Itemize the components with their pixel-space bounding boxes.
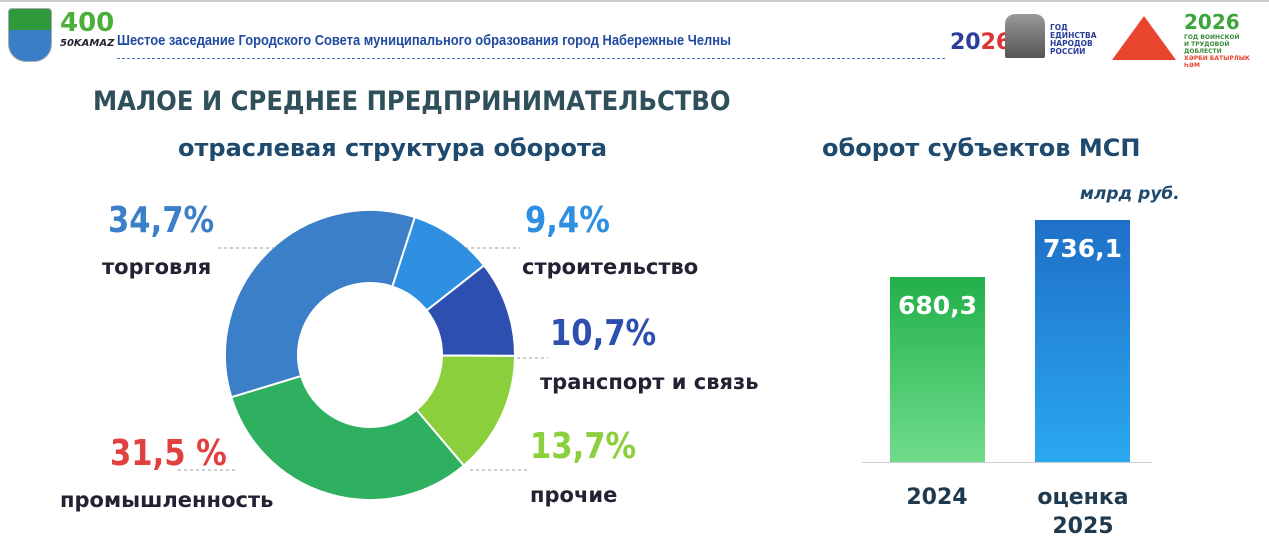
slice-percent-other: 13,7% [530,426,637,467]
donut-chart-title: отраслевая структура оборота [178,134,608,162]
slice-label-trade: торговля [102,255,212,279]
donut-slice-торговля [224,209,417,399]
donut-slice-промышленность [230,374,466,501]
slice-label-other: прочие [530,483,618,507]
slice-percent-transport: 10,7% [550,313,657,354]
bar-value-2024: 680,3 [897,291,978,321]
slice-label-industry: промышленность [60,488,274,512]
donut-chart [224,209,517,501]
bar-2024: 680,3 [890,277,985,462]
year-of-valor-logo: 2026 ГОД ВОИНСКОЙ И ТРУДОВОЙ ДОБЛЕСТИ ХӘРБ… [1112,10,1262,69]
city-coat-of-arms-logo [8,8,52,62]
slice-percent-industry: 31,5 % [110,433,227,474]
bar-axis-baseline [862,462,1152,463]
bar-chart-title: оборот субъектов МСП [822,134,1141,162]
bar-category-2025: оценка 2025 [1037,485,1129,539]
bar-value-2025: 736,1 [1042,234,1123,263]
bar-2025-estimate: 736,1 [1035,220,1130,462]
slice-label-construction: строительство [522,255,699,279]
header-divider [117,58,945,59]
header-title: Шестое заседание Городского Совета муниц… [117,32,732,49]
top-border [0,0,1269,2]
slice-label-transport: транспорт и связь [540,370,759,394]
bar-chart-unit: млрд руб. [1080,184,1180,204]
donut-leader-lines [175,247,548,471]
year-of-unity-logo: 2026 ГОД ЕДИНСТВА НАРОДОВ РОССИИ [950,10,1100,60]
slice-percent-construction: 9,4% [525,200,610,241]
slice-percent-trade: 34,7% [108,200,215,241]
bar-category-2024: 2024 [906,485,968,510]
main-title: МАЛОЕ И СРЕДНЕЕ ПРЕДПРИНИМАТЕЛЬСТВО [93,86,731,117]
